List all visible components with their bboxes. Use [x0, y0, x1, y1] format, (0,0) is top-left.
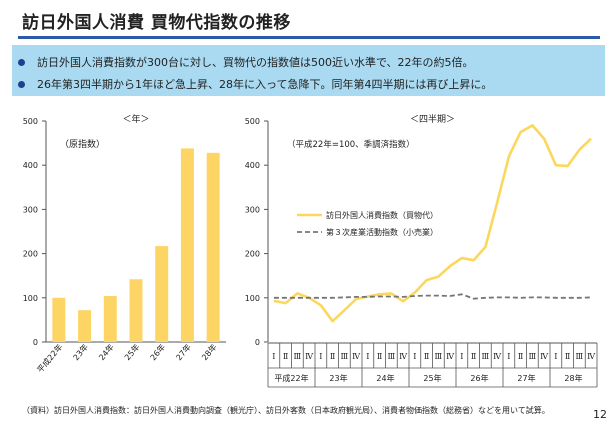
bar-category-label: 28年	[199, 342, 218, 362]
bar-y-tick-label: 200	[23, 250, 38, 259]
bar-category-label: 24年	[96, 342, 115, 362]
summary-bullet-1-text: 訪日外国人消費指数が300台に対し、買物代の指数値は500近い水準で、22年の約…	[37, 56, 474, 69]
quarter-label: Ⅳ	[587, 352, 596, 361]
footnote: （資料）訪日外国人消費指数：訪日外国人消費動向調査（観光庁）、訪日外客数（日本政…	[22, 406, 550, 415]
summary-bullet-2-text: 26年第3四半期から1年ほど急上昇、28年に入って急降下。同年第4四半期には再び…	[37, 78, 493, 91]
series-line-shopping	[273, 124, 592, 323]
page-number: 12	[593, 408, 607, 421]
bar-y-tick-label: 300	[23, 205, 38, 214]
bar-4	[155, 246, 169, 342]
quarter-label: Ⅲ	[576, 352, 584, 361]
bar-y-tick-label: 400	[23, 161, 38, 170]
title-rule	[18, 36, 600, 39]
quarter-label: Ⅰ	[460, 352, 463, 361]
year-label: 23年	[329, 373, 347, 383]
bullet-dot-icon	[18, 58, 25, 66]
quarter-label: Ⅰ	[366, 352, 369, 361]
legend-label: 第３次産業活動指数（小売業）	[326, 227, 438, 237]
quarter-label: Ⅳ	[305, 352, 314, 361]
quarter-label: Ⅰ	[507, 352, 510, 361]
quarter-label: Ⅱ	[330, 352, 335, 361]
quarter-label: Ⅱ	[283, 352, 288, 361]
bar-category-label: 27年	[174, 342, 193, 362]
bar-category-label: 平成22年	[35, 342, 65, 375]
quarter-label: Ⅰ	[272, 352, 275, 361]
summary-box: 訪日外国人消費指数が300台に対し、買物代の指数値は500近い水準で、22年の約…	[12, 45, 605, 96]
quarter-label: Ⅳ	[399, 352, 408, 361]
series-line-retail	[273, 293, 592, 300]
quarter-label: Ⅳ	[352, 352, 361, 361]
quarter-label: Ⅳ	[540, 352, 549, 361]
line-y-tick-label: 500	[245, 117, 260, 126]
quarter-label: Ⅲ	[529, 352, 537, 361]
quarter-label: Ⅰ	[413, 352, 416, 361]
quarter-label: Ⅱ	[565, 352, 570, 361]
summary-bullet-2: 26年第3四半期から1年ほど急上昇、28年に入って急降下。同年第4四半期には再び…	[18, 76, 492, 92]
year-label: 26年	[470, 373, 488, 383]
page-title: 訪日外国人消費 買物代指数の推移	[22, 13, 291, 33]
line-y-tick-label: 200	[245, 250, 260, 259]
quarter-label: Ⅰ	[319, 352, 322, 361]
bar-y-tick-label: 0	[33, 338, 38, 347]
bar-0	[52, 297, 66, 342]
bar-category-label: 26年	[148, 342, 167, 362]
quarter-label: Ⅳ	[446, 352, 455, 361]
bullet-dot-icon	[18, 80, 25, 88]
quarter-label: Ⅲ	[482, 352, 490, 361]
line-unit-label: ＜四半期＞	[410, 113, 455, 125]
year-label: 27年	[517, 373, 535, 383]
line-note: （平成22年=100、季調済指数）	[287, 139, 415, 150]
bar-category-label: 25年	[122, 342, 141, 362]
quarter-label: Ⅲ	[435, 352, 443, 361]
bar-1	[78, 310, 92, 342]
quarter-label: Ⅱ	[424, 352, 429, 361]
quarter-label: Ⅱ	[377, 352, 382, 361]
quarter-label: Ⅲ	[294, 352, 302, 361]
year-label: 平成22年	[274, 373, 308, 383]
year-label: 25年	[423, 373, 441, 383]
bar-3	[129, 279, 143, 342]
line-y-tick-label: 400	[245, 161, 260, 170]
quarter-label: Ⅱ	[471, 352, 476, 361]
quarter-label: Ⅲ	[341, 352, 349, 361]
bar-5	[180, 148, 194, 342]
bar-y-tick-label: 500	[23, 117, 38, 126]
bar-unit-label: ＜年＞	[122, 113, 149, 125]
bar-2	[103, 296, 117, 342]
quarter-label: Ⅰ	[554, 352, 557, 361]
bar-y-tick-label: 100	[23, 294, 38, 303]
bar-6	[206, 152, 220, 342]
line-y-tick-label: 0	[255, 338, 260, 347]
line-y-tick-label: 300	[245, 205, 260, 214]
quarter-label: Ⅱ	[518, 352, 523, 361]
legend-label: 訪日外国人消費指数（買物代）	[326, 210, 438, 220]
quarter-label: Ⅳ	[493, 352, 502, 361]
bar-category-label: 23年	[71, 342, 90, 362]
summary-bullet-1: 訪日外国人消費指数が300台に対し、買物代の指数値は500近い水準で、22年の約…	[18, 54, 474, 70]
year-label: 28年	[564, 373, 582, 383]
bar-note: （原指数）	[60, 138, 105, 150]
quarter-label: Ⅲ	[388, 352, 396, 361]
line-y-tick-label: 100	[245, 294, 260, 303]
year-label: 24年	[376, 373, 394, 383]
